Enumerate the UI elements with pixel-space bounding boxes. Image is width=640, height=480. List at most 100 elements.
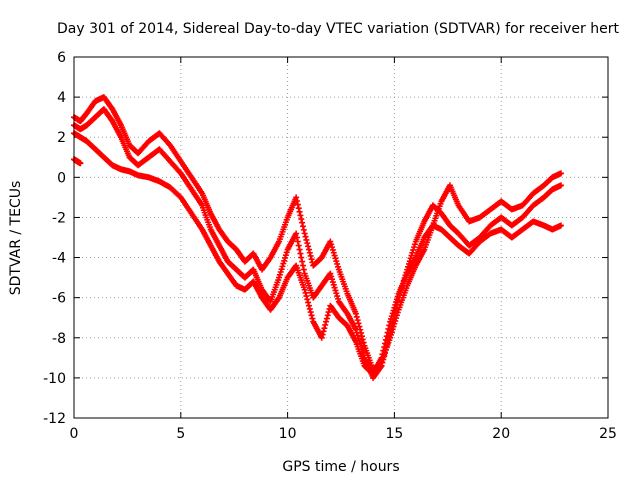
data-point [321,325,328,332]
data-point [299,258,306,265]
data-point [299,223,306,230]
data-point [410,246,417,253]
data-point [383,333,390,340]
data-point [558,222,565,229]
data-point [354,332,361,339]
data-point [411,241,418,248]
data-point [411,244,418,251]
data-point [330,249,337,256]
data-point [393,296,400,303]
data-point [382,340,389,347]
y-tick-label: -12 [43,411,66,427]
data-point [333,258,340,265]
y-tick-label: 6 [57,50,66,66]
data-point [389,310,396,317]
data-point [305,243,312,250]
data-points [71,94,565,381]
data-point [331,284,338,291]
data-point [296,208,303,215]
x-tick-label: 5 [176,426,185,442]
data-point [352,310,359,317]
data-point [307,252,314,259]
data-point [318,334,325,341]
data-point [322,321,329,328]
data-point [384,329,391,336]
data-point [332,255,339,262]
y-tick-label: -4 [52,251,66,267]
data-point [386,322,393,329]
data-point [296,246,303,253]
data-point [333,290,340,297]
data-point [298,254,305,261]
chart-title: Day 301 of 2014, Sidereal Day-to-day VTE… [57,21,619,37]
x-tick-label: 20 [492,426,510,442]
data-point [301,286,308,293]
data-point [276,274,283,281]
x-tick-label: 15 [385,426,403,442]
series-trace-3 [71,130,565,377]
data-point [380,347,387,354]
data-point [319,331,326,338]
data-point [323,315,330,322]
data-point [299,219,306,226]
data-point [387,315,394,322]
data-point [328,241,335,248]
data-point [279,263,286,270]
data-point [329,276,336,283]
y-tick-label: -10 [43,371,66,387]
data-point [379,351,386,358]
data-point [323,318,330,325]
data-point [360,339,367,346]
data-point [276,271,283,278]
x-tick-label: 25 [599,426,617,442]
data-point [388,313,395,320]
data-point [293,230,300,237]
data-point [381,344,388,351]
data-point [393,299,400,306]
data-point [327,238,334,245]
data-point [280,260,287,267]
y-tick-label: 2 [57,130,66,146]
data-point [305,246,312,253]
data-point [354,317,361,324]
data-point [295,242,302,249]
data-point [302,289,309,296]
x-tick-label: 10 [279,426,297,442]
x-tick-label: 0 [70,426,79,442]
data-point [558,170,565,177]
data-point [335,295,342,302]
data-point [305,299,312,306]
data-point [295,205,302,212]
data-point [299,262,306,269]
data-point [324,312,331,319]
series-trace-start [71,156,84,167]
data-point [355,320,362,327]
data-point [281,257,288,264]
data-point [308,256,315,263]
data-point [293,194,300,201]
data-point [329,244,336,251]
data-point [306,305,313,312]
x-axis-title: GPS time / hours [282,459,399,475]
data-point [356,337,363,344]
data-point [294,201,301,208]
data-point [308,312,315,319]
data-point [409,249,416,256]
data-point [392,301,399,308]
data-point [282,254,289,261]
data-point [382,336,389,343]
data-point [77,160,84,167]
data-point [359,336,366,343]
data-point [334,293,341,300]
data-point [307,309,314,316]
data-point [332,287,339,294]
data-point [309,315,316,322]
data-point [334,260,341,267]
y-tick-label: -2 [52,210,66,226]
y-axis-title: SDTVAR / TECUs [8,181,24,296]
data-point [293,197,300,204]
data-point [282,252,289,259]
data-point [298,216,305,223]
data-point [293,234,300,241]
data-point [300,266,307,273]
